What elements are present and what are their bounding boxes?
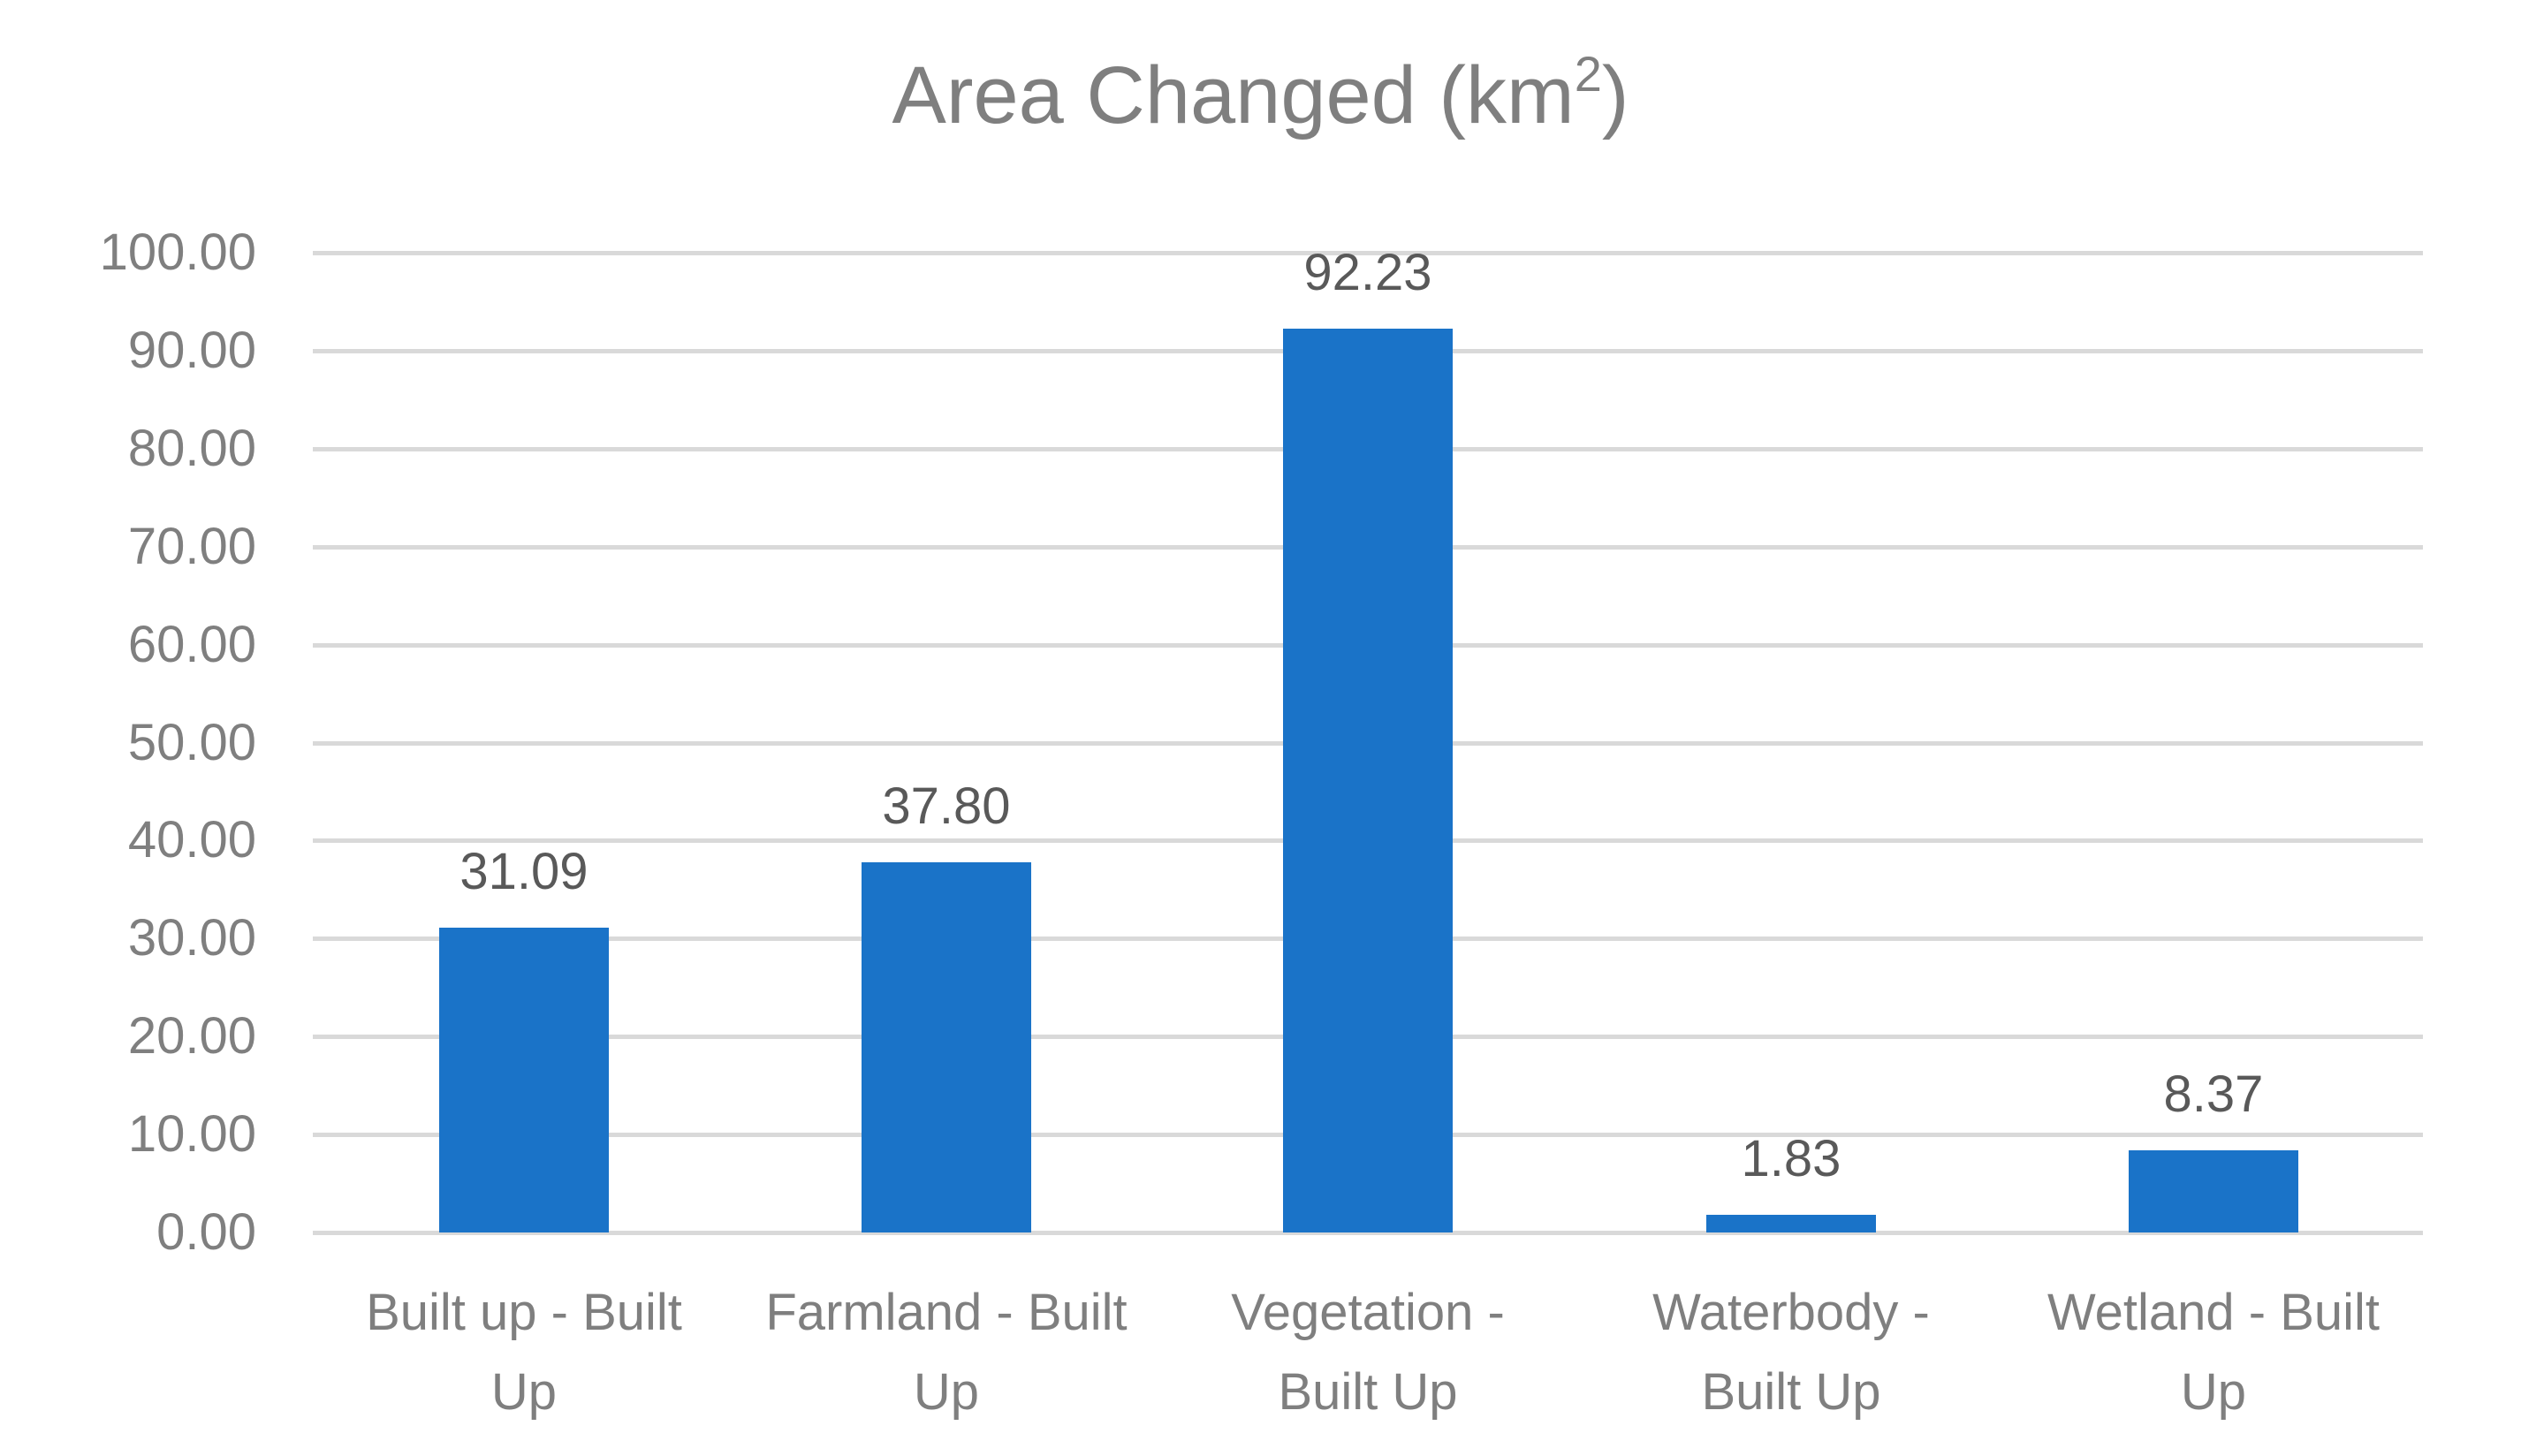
y-tick-label: 70.00 — [127, 517, 256, 575]
x-tick-label: Wetland - Built Up — [2006, 1273, 2421, 1432]
y-tick-label: 10.00 — [127, 1105, 256, 1164]
y-tick-label: 50.00 — [127, 713, 256, 771]
gridline — [313, 1231, 2423, 1235]
y-tick-label: 30.00 — [127, 909, 256, 967]
x-tick-label-line: Waterbody - — [1652, 1284, 1930, 1341]
y-tick-label: 100.00 — [99, 224, 256, 281]
x-tick-label-line: Wetland - Built — [2046, 1284, 2381, 1341]
chart-title-end: ) — [1601, 50, 1629, 140]
data-label: 37.80 — [882, 777, 1011, 835]
chart-title-superscript: 2 — [1574, 46, 1602, 102]
x-tick-label-line: Up — [2180, 1363, 2247, 1421]
data-label: 31.09 — [459, 843, 588, 901]
x-tick-label: Vegetation - Built Up — [1160, 1273, 1576, 1432]
bar — [2129, 1150, 2298, 1232]
x-tick-label-line: Vegetation - — [1231, 1284, 1505, 1341]
chart-title-text: Area Changed (km — [892, 50, 1575, 140]
x-tick-label: Farmland - Built Up — [739, 1273, 1154, 1432]
chart-title: Area Changed (km2) — [0, 49, 2521, 137]
data-label: 92.23 — [1303, 244, 1432, 302]
x-tick-label-line: Farmland - Built — [765, 1284, 1128, 1341]
y-tick-label: 40.00 — [127, 811, 256, 869]
bar — [1706, 1214, 1876, 1232]
y-tick-label: 80.00 — [127, 419, 256, 477]
x-tick-label-line: Up — [913, 1363, 980, 1421]
x-tick-label-line: Built Up — [1278, 1363, 1458, 1421]
y-tick-label: 90.00 — [127, 321, 256, 379]
bar — [439, 928, 609, 1232]
y-tick-label: 20.00 — [127, 1007, 256, 1065]
bar — [862, 861, 1031, 1232]
data-label: 8.37 — [2163, 1065, 2264, 1124]
bar — [1283, 329, 1453, 1232]
data-label: 1.83 — [1741, 1129, 1841, 1187]
x-tick-label: Waterbody - Built Up — [1583, 1273, 1999, 1432]
x-tick-label-line: Up — [490, 1363, 558, 1421]
x-tick-label-line: Built Up — [1701, 1363, 1881, 1421]
x-tick-label: Built up - Built Up — [316, 1273, 732, 1432]
gridline — [313, 251, 2423, 255]
x-tick-label-line: Built up - Built — [366, 1284, 682, 1341]
y-tick-label: 0.00 — [156, 1203, 256, 1261]
y-tick-label: 60.00 — [127, 615, 256, 673]
